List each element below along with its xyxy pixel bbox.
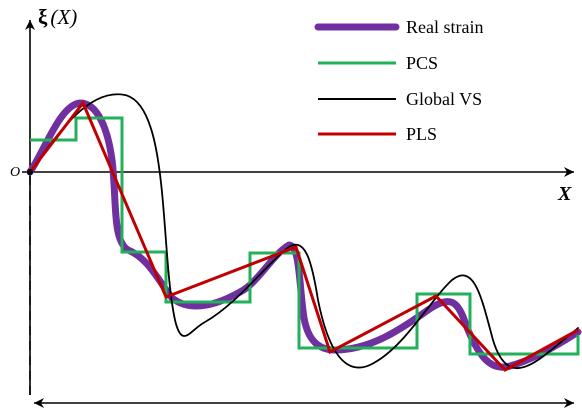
real-strain-curve xyxy=(26,99,582,371)
legend: Real strain PCS Global VS PLS xyxy=(314,17,483,144)
x-axis-label: X xyxy=(557,183,572,205)
origin-label: O xyxy=(10,165,20,180)
legend-label-pls: PLS xyxy=(406,124,437,144)
legend-label-real-strain: Real strain xyxy=(406,17,483,37)
legend-label-pcs: PCS xyxy=(406,53,438,73)
legend-label-global-vs: Global VS xyxy=(406,89,482,109)
global-vs-curve xyxy=(29,93,579,370)
y-axis-argument: (X) xyxy=(50,5,77,29)
pls-curve xyxy=(28,100,579,372)
pcs-curve xyxy=(30,116,580,356)
y-axis-label: ξ (X) xyxy=(38,5,77,29)
origin-point xyxy=(27,169,33,175)
y-axis-symbol: ξ xyxy=(38,5,48,29)
